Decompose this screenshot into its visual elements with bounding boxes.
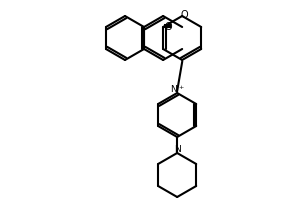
Text: O: O bbox=[180, 10, 188, 20]
Text: N$^+$: N$^+$ bbox=[170, 83, 184, 95]
Text: N: N bbox=[174, 145, 181, 154]
Text: O: O bbox=[164, 22, 172, 32]
